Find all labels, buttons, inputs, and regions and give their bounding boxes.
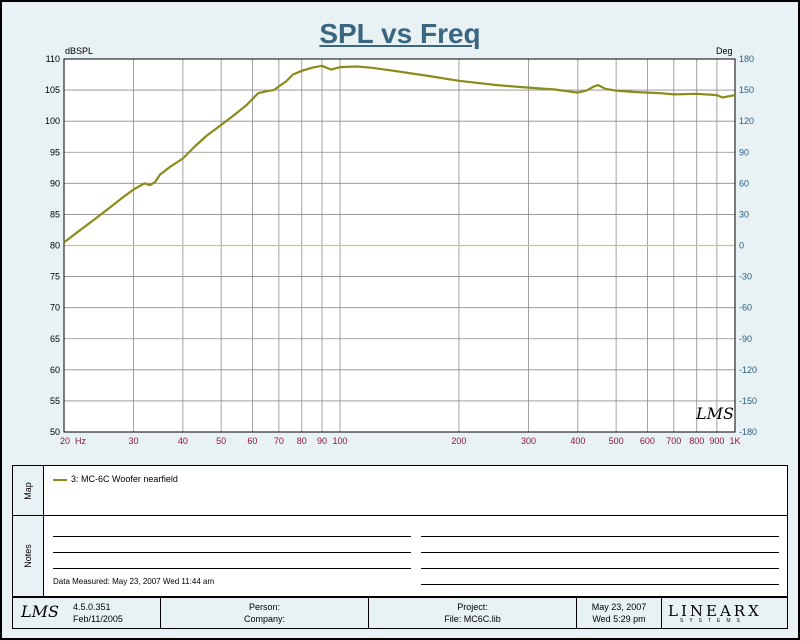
x-tick-label: 600 [640,436,655,446]
y2-tick-label: -30 [739,272,752,282]
version-date: Feb/11/2005 [73,614,123,624]
company-label: Company: [243,614,286,624]
map-side-label: Map [13,466,44,515]
x-tick-label: 900 [709,436,724,446]
version-number: 4.5.0.351 [73,602,111,612]
y-tick-label: 50 [50,427,60,437]
x-tick-label: 200 [451,436,466,446]
y2-axis-label: Deg [716,46,733,56]
x-tick-label: 400 [570,436,585,446]
y-tick-label: 100 [45,116,60,126]
x-tick-label: 1K [729,436,740,446]
x-tick-label: 50 [216,436,226,446]
lms-logo: LMS [21,602,59,621]
x-tick-label: 40 [178,436,188,446]
x-tick-label: 20 [60,436,70,446]
chart-title: SPL vs Freq [319,18,481,49]
x-tick-label: 30 [129,436,139,446]
y-tick-label: 95 [50,147,60,157]
x-tick-label: 700 [666,436,681,446]
note-line [421,568,779,569]
plot-border [63,58,736,433]
footer-person-cell: Person: Company: [161,598,369,628]
map-label: Map [23,481,33,500]
y-tick-label: 85 [50,209,60,219]
series-line-spl [63,64,736,244]
notes-label: Notes [23,544,33,568]
x-tick-label: 300 [521,436,536,446]
y2-tick-label: 0 [739,241,744,251]
y-tick-label: 105 [45,85,60,95]
y2-tick-label: 60 [739,178,749,188]
y2-tick-label: -150 [739,396,757,406]
footer-brand-cell: LINEARX SYSTEMS [662,598,787,628]
footer-project-cell: Project: File: MC6C.lib [369,598,577,628]
note-line [53,536,411,537]
footer-bar: LMS 4.5.0.351 Feb/11/2005 Person: Compan… [12,597,788,629]
y2-tick-label: 180 [739,54,754,64]
x-unit-label: Hz [75,436,86,446]
x-tick-label: 60 [247,436,257,446]
y-tick-label: 70 [50,303,60,313]
y2-tick-label: -60 [739,303,752,313]
x-tick-label: 100 [333,436,348,446]
spl-chart: 110 105 100 95 90 85 80 75 70 65 60 55 50 180 150 120 90… [45,54,757,446]
y-axis-label: dBSPL [65,46,94,56]
legend-entry[interactable]: 3: MC-6C Woofer nearfield [71,474,178,484]
note-line [53,552,411,553]
x-tick-label: 70 [274,436,284,446]
file-label: File: MC6C.lib [444,614,501,624]
x-tick-label: 90 [317,436,327,446]
y2-tick-label: -120 [739,365,757,375]
x-tick-label: 80 [297,436,307,446]
linearx-subtitle: SYSTEMS [680,618,746,624]
project-label: Project: [457,602,488,612]
note-line [53,568,411,569]
x-tick-label: 800 [689,436,704,446]
footer-day-time: Wed 5:29 pm [592,614,646,624]
y2-tick-label: 30 [739,209,749,219]
y-tick-label: 60 [50,365,60,375]
note-line [421,584,779,585]
y-tick-label: 65 [50,334,60,344]
notes-side-label: Notes [13,516,44,596]
y2-tick-label: 90 [739,147,749,157]
linearx-logo: LINEARX [668,602,762,620]
person-label: Person: [248,602,281,612]
y2-tick-label: -90 [739,334,752,344]
y-tick-label: 75 [50,272,60,282]
data-measured-text: Data Measured: May 23, 2007 Wed 11:44 am [53,577,215,586]
y-tick-label: 80 [50,241,60,251]
y-tick-label: 55 [50,396,60,406]
footer-date-cell: May 23, 2007 Wed 5:29 pm [577,598,662,628]
chart-title-wrap: SPL vs Freq [0,18,800,50]
note-line [421,536,779,537]
footer-date: May 23, 2007 [591,602,647,612]
note-line [421,552,779,553]
y2-tick-label: 120 [739,116,754,126]
footer-logo-cell: LMS 4.5.0.351 Feb/11/2005 [13,598,161,628]
y-tick-label: 90 [50,178,60,188]
lms-watermark-logo: LMS [696,404,734,423]
x-tick-label: 500 [609,436,624,446]
y2-tick-label: -180 [739,427,757,437]
y-tick-label: 110 [46,54,60,64]
notes-panel: Notes Data Measured: May 23, 2007 Wed 11… [12,515,788,597]
map-panel: Map 3: MC-6C Woofer nearfield [12,465,788,516]
y2-tick-label: 150 [739,85,754,95]
legend-swatch [53,479,67,481]
